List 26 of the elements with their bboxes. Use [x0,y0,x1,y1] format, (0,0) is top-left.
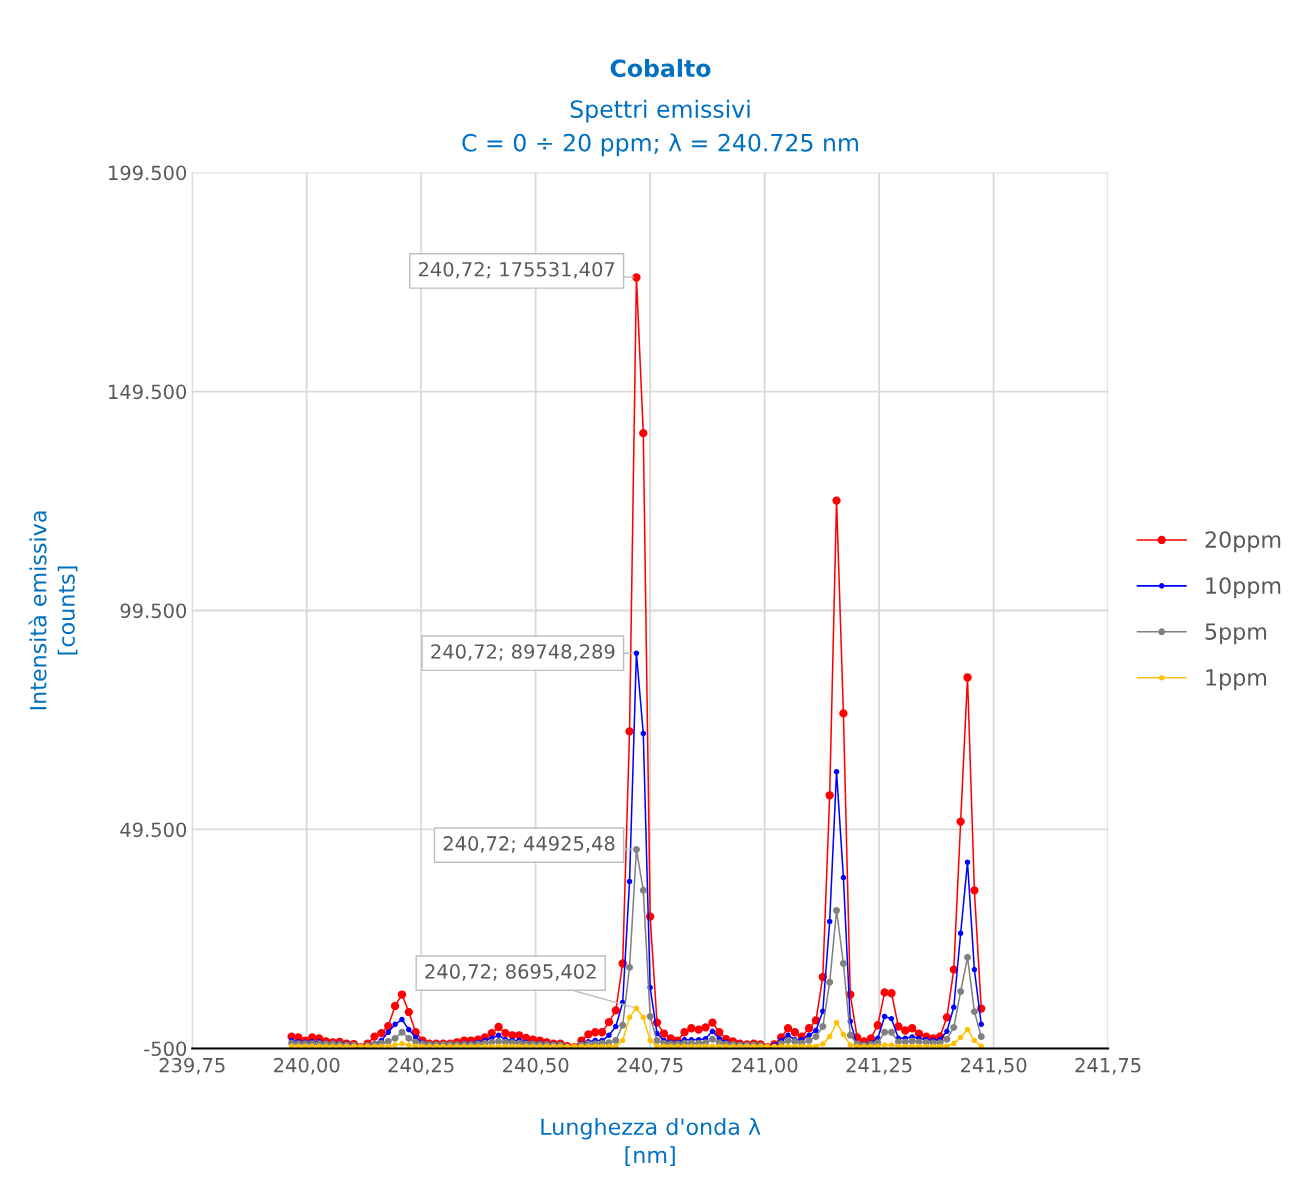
y-tick-label: 199.500 [109,165,187,181]
text: 240,72; 8695,402 [425,964,596,981]
x-tick-label: 240,25 [388,1057,454,1075]
legend-label: 5ppm [1205,623,1267,645]
x-tick-label: 239,75 [159,1057,225,1075]
x-tick-label: 241,50 [961,1057,1027,1075]
x-axis-title: Lunghezza d'onda λ [nm] [541,1117,761,1167]
legend-label: 1ppm [1206,669,1267,691]
x-tick-label: 240,75 [617,1057,683,1075]
y-axis-title: Intensità emissiva [counts] [28,511,78,710]
chart-title: Cobalto [610,58,711,78]
x-tick-label: 241,25 [846,1057,912,1075]
chart-subtitle: Spettri emissivi C = 0 ÷ 20 ppm; λ = 240.725 nm [462,99,858,157]
x-tick-label: 240,50 [503,1057,569,1075]
y-tick-label: -500 [144,1041,187,1057]
legend-label: 10ppm [1206,577,1281,599]
y-tick-label: 49.500 [120,822,187,838]
text: 240,72; 175531,407 [418,261,615,279]
x-tick-label: 241,00 [732,1057,798,1075]
text: 240,72; 44925,48 [443,836,615,853]
y-tick-label: 99.500 [120,603,187,619]
text: 240,72; 89748,289 [431,644,615,661]
y-tick-label: 149.500 [109,384,187,400]
x-tick-label: 240,00 [274,1057,340,1075]
x-tick-label: 241,75 [1075,1057,1141,1075]
legend-label: 20ppm [1205,531,1281,553]
